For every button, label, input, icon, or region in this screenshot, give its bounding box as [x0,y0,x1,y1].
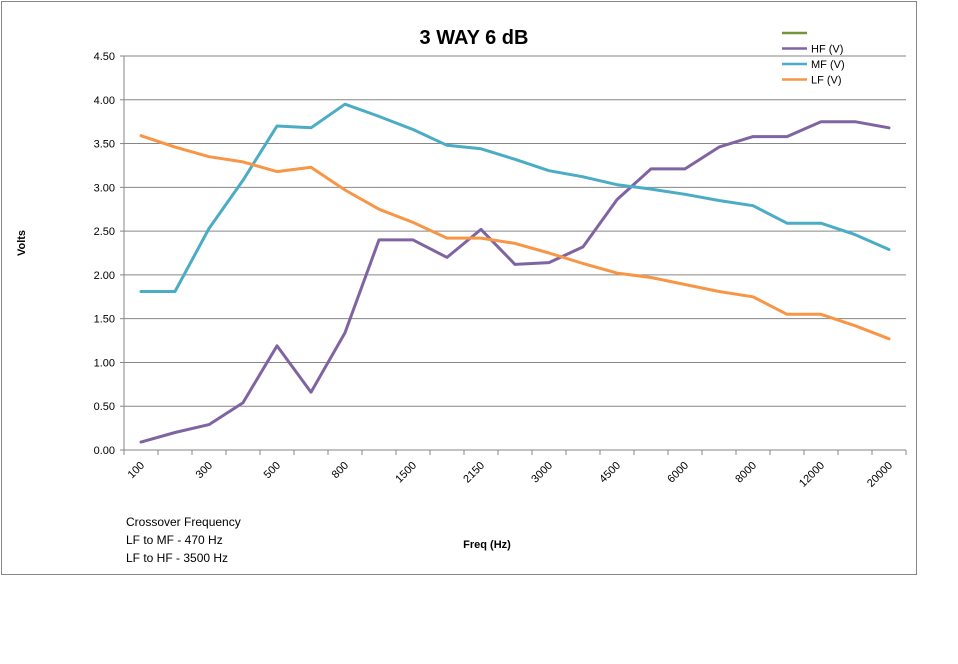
x-tick-label: 12000 [797,460,827,490]
x-tick-label: 500 [262,460,283,481]
y-tick-labels: 0.00 0.50 1.00 1.50 2.00 2.50 3.00 3.50 4.00 4.50 [94,51,115,457]
y-tick-label: 4.00 [94,95,115,107]
legend-label-lf-v: LF (V) [811,75,842,87]
y-tick-label: 3.50 [94,139,115,151]
gridlines [120,55,906,451]
y-tick-label: 3.00 [94,182,115,194]
chart-area [1,1,917,575]
x-tick-label: 20000 [865,460,895,490]
y-tick-label: 2.50 [94,226,115,238]
x-tick-label: 1500 [393,460,419,486]
y-tick-label: 1.50 [94,314,115,326]
x-tick-label: 800 [330,460,351,481]
axes [123,56,907,455]
y-axis-label: Volts [16,230,28,256]
y-tick-label: 1.00 [94,357,115,369]
series-line-hf-v [139,120,891,444]
legend-label-mf-v: MF (V) [811,59,845,71]
x-tick-labels: 100 300 500 800 1500 2150 3000 4500 6000 8000 1200… [126,460,895,490]
y-tick-label: 4.50 [94,51,115,63]
x-tick-label: 8000 [733,460,759,486]
y-tick-label: 2.00 [94,270,115,282]
series-lines [139,102,891,444]
legend: HF (V) MF (V) LF (V) [782,31,845,87]
x-tick-label: 2150 [461,460,487,486]
crossover-note-lf-hf: LF to HF - 3500 Hz [126,551,229,565]
x-axis-label: Freq (Hz) [463,539,511,551]
y-tick-label: 0.50 [94,401,115,413]
legend-label-hf-v: HF (V) [811,44,843,56]
crossover-note-lf-mf: LF to MF - 470 Hz [126,533,223,547]
y-tick-label: 0.00 [94,445,115,457]
series-line-lf-v [139,134,891,341]
x-tick-label: 6000 [665,460,691,486]
crossover-note-title: Crossover Frequency [126,515,241,529]
series-line-mf-v [139,102,891,293]
x-tick-label: 3000 [529,460,555,486]
chart-title: 3 WAY 6 dB [420,27,529,49]
x-tick-label: 300 [194,460,215,481]
x-tick-label: 4500 [597,460,623,486]
x-tick-label: 100 [126,460,147,481]
